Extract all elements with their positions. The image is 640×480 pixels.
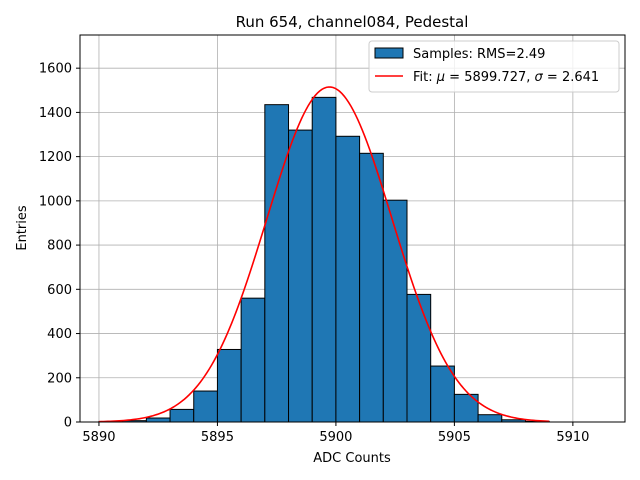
- plot-frame: [79, 34, 626, 423]
- y-tick-label: 200: [47, 371, 72, 386]
- x-axis-ticks: 5890 5895 5900 5905 5910: [82, 422, 589, 445]
- legend-box: [368, 40, 620, 93]
- legend-samples-label: Samples: RMS=2.49: [413, 47, 545, 62]
- y-tick-label: 1200: [39, 150, 72, 165]
- fit-curve: [98, 86, 550, 423]
- histogram-bar: [359, 152, 384, 423]
- histogram-bar: [288, 129, 313, 423]
- y-tick-label: 1400: [39, 106, 72, 121]
- y-axis-ticks: 0 200 400 600 800 1000 1200 1400 1600: [39, 62, 80, 431]
- y-tick-label: 600: [47, 283, 72, 298]
- histogram-bar: [145, 417, 171, 423]
- histogram-bars: [98, 96, 550, 423]
- legend: Samples: RMS=2.49 Fit: μ = 5899.727, σ =…: [368, 40, 620, 93]
- legend-samples-swatch: [374, 47, 404, 59]
- histogram-bar: [335, 135, 361, 423]
- x-tick-label: 5910: [556, 430, 589, 445]
- histogram-bar: [193, 390, 218, 423]
- x-tick-label: 5895: [201, 430, 234, 445]
- histogram-bar: [216, 348, 242, 423]
- chart-title: Run 654, channel084, Pedestal: [236, 13, 469, 31]
- y-tick-label: 1000: [39, 194, 72, 209]
- x-tick-label: 5890: [82, 430, 115, 445]
- histogram-bar: [240, 297, 266, 423]
- legend-fit-label: Fit: μ = 5899.727, σ = 2.641: [413, 70, 599, 85]
- y-axis-label: Entries: [15, 205, 30, 251]
- histogram-bar: [430, 365, 455, 423]
- histogram-bar: [477, 414, 503, 423]
- x-axis-label: ADC Counts: [313, 451, 391, 466]
- histogram-bar: [169, 408, 195, 423]
- y-tick-label: 1600: [39, 62, 72, 77]
- y-tick-label: 800: [47, 239, 72, 254]
- histogram-bar: [382, 199, 408, 423]
- x-tick-label: 5900: [319, 430, 352, 445]
- histogram-bar: [311, 96, 337, 423]
- x-tick-label: 5905: [438, 430, 471, 445]
- histogram-bar: [264, 104, 290, 423]
- histogram-bar: [406, 293, 432, 423]
- y-tick-label: 400: [47, 327, 72, 342]
- y-tick-label: 0: [64, 416, 72, 431]
